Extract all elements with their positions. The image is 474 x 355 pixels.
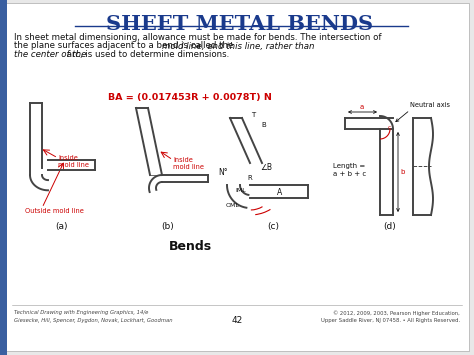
Text: (c): (c) [267, 222, 279, 231]
Text: mold line, and this line, rather than: mold line, and this line, rather than [162, 42, 315, 50]
Text: T: T [251, 112, 255, 118]
Text: Giesecke, Hill, Spencer, Dygdon, Novak, Lockhart, Goodman: Giesecke, Hill, Spencer, Dygdon, Novak, … [14, 318, 173, 323]
Text: (b): (b) [162, 222, 174, 231]
Text: Neutral axis: Neutral axis [410, 102, 450, 108]
Text: © 2012, 2009, 2003, Pearson Higher Education,: © 2012, 2009, 2003, Pearson Higher Educa… [333, 310, 460, 316]
Text: Bends: Bends [168, 240, 211, 253]
Text: In sheet metal dimensioning, allowance must be made for bends. The intersection : In sheet metal dimensioning, allowance m… [14, 33, 382, 42]
Text: Upper Saddle River, NJ 07458. • All Rights Reserved.: Upper Saddle River, NJ 07458. • All Righ… [321, 318, 460, 323]
Bar [0, 0, 7, 355]
Text: Inside
mold line: Inside mold line [173, 157, 204, 170]
Text: a: a [360, 104, 364, 110]
Text: A: A [277, 188, 283, 197]
Text: B: B [262, 122, 266, 128]
Text: b: b [400, 169, 404, 175]
Text: Outside mold line: Outside mold line [25, 208, 84, 214]
Text: c: c [388, 125, 392, 130]
Text: the center of the: the center of the [14, 50, 86, 59]
Text: OML: OML [226, 203, 240, 208]
Text: BA = (0.017453R + 0.0078T) N: BA = (0.017453R + 0.0078T) N [108, 93, 272, 102]
Text: (d): (d) [383, 222, 396, 231]
Text: IML: IML [236, 188, 246, 193]
Text: R: R [247, 175, 252, 181]
Text: arc, is used to determine dimensions.: arc, is used to determine dimensions. [64, 50, 229, 59]
Text: ∠B: ∠B [260, 163, 272, 172]
Text: (a): (a) [56, 222, 68, 231]
Text: the plane surfaces adjacent to a bend is called the: the plane surfaces adjacent to a bend is… [14, 42, 236, 50]
Text: SHEET METAL BENDS: SHEET METAL BENDS [107, 14, 374, 34]
Text: Length =
a + b + c: Length = a + b + c [333, 163, 366, 177]
Text: Inside
mold line: Inside mold line [58, 155, 89, 168]
Text: 42: 42 [231, 316, 243, 325]
Text: Technical Drawing with Engineering Graphics, 14/e: Technical Drawing with Engineering Graph… [14, 310, 148, 315]
Text: N°: N° [218, 168, 228, 177]
